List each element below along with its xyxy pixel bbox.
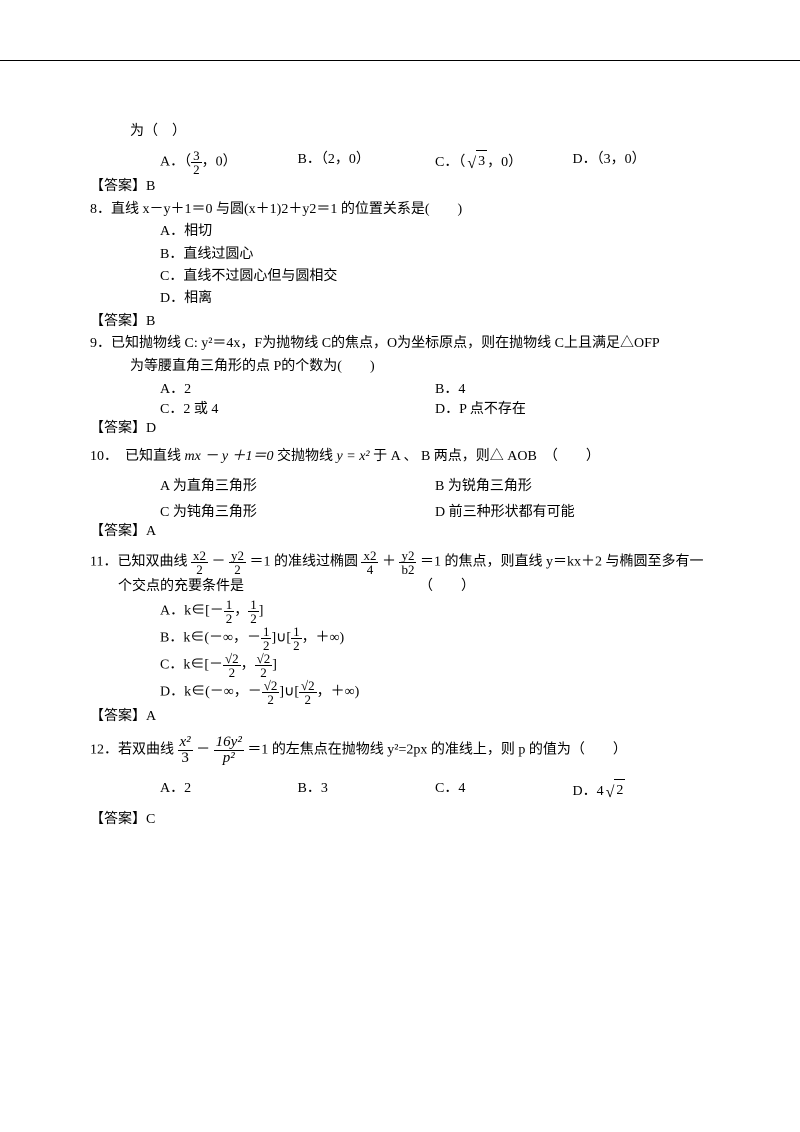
q12-options: A．2 B．3 C．4 D．42 (90, 778, 710, 804)
q9-options-row2: C．2 或 4 D．P 点不存在 (90, 398, 710, 418)
q8-option-b: B．直线过圆心 (90, 244, 710, 266)
sqrt-3: 3 (465, 149, 487, 175)
q9-stem-1: 9．已知抛物线 C: y²＝4x，F为抛物线 C的焦点，O为坐标原点，则在抛物线… (90, 333, 710, 355)
q7-option-b: B．（2，0） (298, 149, 436, 176)
q7-answer: 【答案】B (90, 176, 710, 198)
q12-option-c: C．4 (435, 778, 573, 804)
q10-option-a: A 为直角三角形 (160, 475, 435, 495)
q9-answer: 【答案】D (90, 418, 710, 440)
q10-option-c: C 为钝角三角形 (160, 501, 435, 521)
q11-option-d: D．k∈(－∞，－√22]∪[√22，＋∞) (90, 679, 710, 706)
q12-answer: 【答案】C (90, 809, 710, 831)
q7-option-c: C．（3，0） (435, 149, 573, 176)
q8-stem: 8．直线 x－y＋1＝0 与圆(x＋1)2＋y2＝1 的位置关系是( ) (90, 199, 710, 221)
q7-option-a: A．（32，0） (160, 149, 298, 176)
q11-stem-1: 11．已知双曲线 x22 － y22 ＝1 的准线过椭圆 x24 ＋ y2b2 … (90, 549, 710, 576)
q12-option-b: B．3 (298, 778, 436, 804)
frac-3-2: 32 (191, 149, 202, 176)
q11-answer: 【答案】A (90, 706, 710, 728)
q9-option-a: A．2 (160, 378, 435, 398)
q10-option-d: D 前三种形状都有可能 (435, 501, 710, 521)
q11-option-a: A．k∈[－12，12] (90, 598, 710, 625)
q11-stem-2: 个交点的充要条件是 （ ） (90, 576, 710, 598)
q9-option-b: B．4 (435, 378, 710, 398)
q12-stem: 12．若双曲线 x²3 － 16y²p² ＝1 的左焦点在抛物线 y²=2px … (90, 735, 710, 766)
q10-stem: 10． 已知直线 mx － y ＋1＝0 交抛物线 y = x² 于 A 、 B… (90, 446, 710, 468)
q8-option-c: C．直线不过圆心但与圆相交 (90, 266, 710, 288)
q7-stem-tail: 为（ ） (90, 121, 710, 143)
q8-option-a: A．相切 (90, 221, 710, 243)
q7-options: A．（32，0） B．（2，0） C．（3，0） D．（3，0） (90, 149, 710, 176)
q12-option-a: A．2 (160, 778, 298, 804)
q12-option-d: D．42 (573, 778, 711, 804)
q8-option-d: D．相离 (90, 288, 710, 310)
q10-option-b: B 为锐角三角形 (435, 475, 710, 495)
q8-answer: 【答案】B (90, 311, 710, 333)
q10-options-row1: A 为直角三角形 B 为锐角三角形 (90, 475, 710, 495)
sqrt-2: 2 (604, 778, 626, 804)
q9-stem-2: 为等腰直角三角形的点 P的个数为( ) (90, 356, 710, 378)
q10-options-row2: C 为钝角三角形 D 前三种形状都有可能 (90, 501, 710, 521)
q9-option-d: D．P 点不存在 (435, 398, 710, 418)
q10-answer: 【答案】A (90, 521, 710, 543)
q7-option-d: D．（3，0） (573, 149, 711, 176)
q11-option-b: B．k∈(－∞，－12]∪[12，＋∞) (90, 625, 710, 652)
document-page: 为（ ） A．（32，0） B．（2，0） C．（3，0） D．（3，0） 【答… (0, 60, 800, 892)
q11-option-c: C．k∈[－√22，√22] (90, 652, 710, 679)
q9-option-c: C．2 或 4 (160, 398, 435, 418)
q9-options-row1: A．2 B．4 (90, 378, 710, 398)
